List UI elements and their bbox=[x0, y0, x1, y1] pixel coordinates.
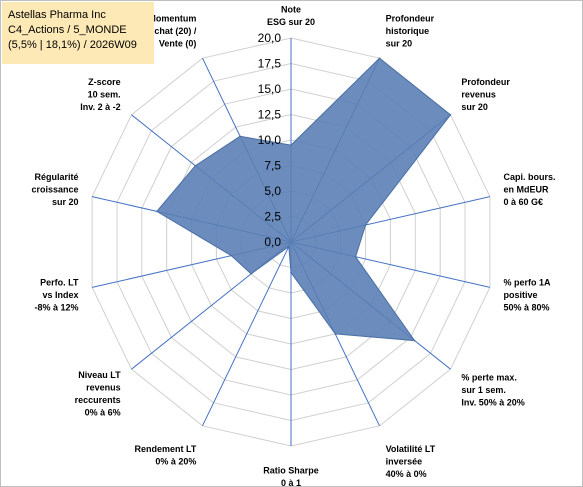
axis-label-12-line-2: Inv. 2 à -2 bbox=[80, 102, 120, 112]
axis-label-11: Régularité croissance sur 20 bbox=[31, 172, 78, 207]
axis-label-7: Ratio Sharpe 0 à 1 bbox=[263, 466, 319, 487]
chart-title-box: Astellas Pharma Inc C4_Actions / 5_MONDE… bbox=[2, 2, 154, 64]
axis-label-13: Momentum Achat (20) / Vente (0) bbox=[148, 14, 197, 49]
data-point-6 bbox=[334, 333, 337, 335]
tick-label-0: 0,0 bbox=[264, 235, 281, 249]
axis-label-2: Profondeur revenus sur 20 bbox=[461, 77, 510, 112]
tick-label-6: 15,0 bbox=[258, 82, 282, 96]
axis-label-11-line-0: Régularité bbox=[34, 172, 78, 182]
title-period: (5,5% | 18,1%) / 2026W09 bbox=[8, 39, 137, 51]
data-point-3 bbox=[364, 224, 367, 226]
axis-label-0-line-0: Note bbox=[281, 5, 301, 15]
data-point-1 bbox=[378, 57, 381, 59]
axis-label-12-line-0: Z-score bbox=[88, 77, 121, 87]
axis-label-3-line-2: 0 à 60 G€ bbox=[504, 197, 544, 207]
axis-label-7-line-1: 0 à 1 bbox=[281, 478, 301, 487]
title-company: Astellas Pharma Inc bbox=[8, 9, 106, 21]
axis-label-1-line-0: Profondeur bbox=[386, 14, 435, 24]
axis-label-6-line-2: 40% à 0% bbox=[386, 469, 427, 479]
data-point-12 bbox=[194, 164, 197, 167]
axis-label-1-line-1: historique bbox=[386, 26, 430, 36]
axis-label-0-line-1: ESG sur 20 bbox=[267, 17, 315, 27]
axis-label-9-line-2: reccurents bbox=[75, 395, 121, 405]
axis-label-2-line-2: sur 20 bbox=[461, 102, 488, 112]
axis-label-6-line-0: Volatilité LT bbox=[386, 444, 436, 454]
axis-label-5-line-2: Inv. 50% à 20% bbox=[461, 397, 524, 407]
axis-label-6-line-1: inversée bbox=[386, 456, 423, 466]
tick-label-7: 17,5 bbox=[258, 57, 282, 71]
spoke-8 bbox=[202, 241, 292, 427]
axis-label-12: Z-score 10 sem. Inv. 2 à -2 bbox=[80, 77, 120, 112]
axis-label-9-line-0: Niveau LT bbox=[78, 370, 121, 380]
data-point-9 bbox=[250, 273, 252, 275]
radar-series bbox=[156, 57, 452, 342]
axis-label-11-line-1: croissance bbox=[31, 185, 78, 195]
data-point-13 bbox=[239, 135, 241, 138]
axis-label-10-line-0: Perfo. LT bbox=[40, 277, 79, 287]
title-universe: C4_Actions / 5_MONDE bbox=[8, 24, 127, 36]
axis-label-9-line-3: 0% à 6% bbox=[85, 408, 121, 418]
axis-label-6: Volatilité LT inversée 40% à 0% bbox=[386, 444, 436, 479]
axis-label-4-line-1: positive bbox=[504, 290, 538, 300]
data-point-2 bbox=[449, 114, 452, 116]
tick-label-8: 20,0 bbox=[258, 31, 282, 45]
data-point-7 bbox=[290, 271, 292, 274]
data-point-11 bbox=[156, 210, 158, 213]
data-point-10 bbox=[230, 254, 233, 257]
axis-label-7-line-0: Ratio Sharpe bbox=[263, 466, 319, 476]
axis-label-4-line-0: % perfo 1A bbox=[504, 277, 552, 287]
axis-label-1-line-2: sur 20 bbox=[386, 39, 413, 49]
series-area bbox=[156, 57, 452, 342]
axis-label-8-line-0: Rendement LT bbox=[135, 444, 197, 454]
category-labels: Note ESG sur 20 Profondeur historique sur 20… bbox=[31, 5, 555, 487]
axis-label-10: Perfo. LT vs Index -8% à 12% bbox=[34, 277, 79, 312]
axis-label-10-line-1: vs Index bbox=[42, 290, 78, 300]
axis-label-10-line-2: -8% à 12% bbox=[34, 302, 78, 312]
axis-label-12-line-1: 10 sem. bbox=[88, 90, 121, 100]
tick-label-2: 5,0 bbox=[264, 184, 281, 198]
axis-label-5-line-1: sur 1 sem. bbox=[461, 385, 506, 395]
axis-label-13-line-1: Achat (20) / bbox=[148, 26, 197, 36]
axis-label-5-line-0: % perte max. bbox=[461, 372, 517, 382]
data-point-4 bbox=[354, 255, 357, 258]
axis-label-13-line-0: Momentum bbox=[148, 14, 196, 24]
axis-label-4: % perfo 1A positive 50% à 80% bbox=[504, 277, 552, 312]
axis-label-11-line-2: sur 20 bbox=[52, 197, 79, 207]
axis-label-9: Niveau LT revenus reccurents 0% à 6% bbox=[75, 370, 122, 418]
data-point-0 bbox=[290, 144, 292, 146]
data-point-8 bbox=[288, 245, 290, 248]
axis-label-13-line-2: Vente (0) bbox=[159, 39, 197, 49]
axis-label-3-line-0: Capi. bours. bbox=[504, 172, 556, 182]
axis-label-9-line-1: revenus bbox=[86, 383, 121, 393]
axis-label-1: Profondeur historique sur 20 bbox=[386, 14, 435, 49]
radial-tick-labels: 0,0 2,5 5,0 7,5 10,0 12,5 15,0 17,5 20,0 bbox=[258, 31, 282, 249]
axis-label-8: Rendement LT 0% à 20% bbox=[135, 444, 197, 467]
tick-label-5: 12,5 bbox=[258, 108, 282, 122]
axis-label-5: % perte max. sur 1 sem. Inv. 50% à 20% bbox=[461, 372, 524, 407]
tick-label-4: 10,0 bbox=[258, 133, 282, 147]
data-point-5 bbox=[413, 339, 416, 342]
axis-label-3: Capi. bours. en MdEUR 0 à 60 G€ bbox=[504, 172, 556, 207]
axis-label-3-line-1: en MdEUR bbox=[504, 185, 550, 195]
axis-label-2-line-0: Profondeur bbox=[461, 77, 510, 87]
tick-label-1: 2,5 bbox=[264, 210, 281, 224]
tick-label-3: 7,5 bbox=[264, 159, 281, 173]
axis-label-4-line-2: 50% à 80% bbox=[504, 302, 550, 312]
axis-label-2-line-1: revenus bbox=[461, 90, 496, 100]
axis-label-8-line-1: 0% à 20% bbox=[155, 456, 196, 466]
axis-label-0: Note ESG sur 20 bbox=[267, 5, 315, 28]
